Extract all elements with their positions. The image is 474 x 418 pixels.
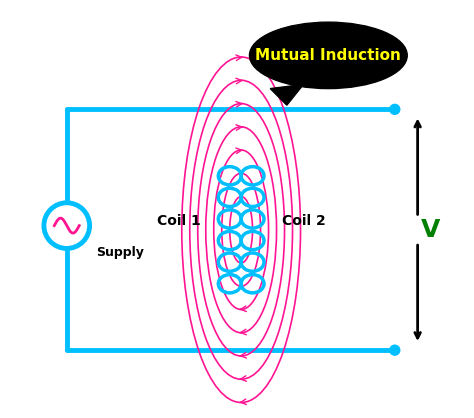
Text: Supply: Supply — [96, 246, 144, 260]
Text: V: V — [420, 218, 440, 242]
Text: Coil 2: Coil 2 — [282, 214, 325, 229]
Polygon shape — [270, 84, 303, 105]
Circle shape — [390, 345, 400, 355]
Text: Mutual Induction: Mutual Induction — [255, 48, 401, 63]
Circle shape — [390, 104, 400, 115]
Ellipse shape — [249, 22, 407, 89]
Text: Coil 1: Coil 1 — [157, 214, 201, 229]
